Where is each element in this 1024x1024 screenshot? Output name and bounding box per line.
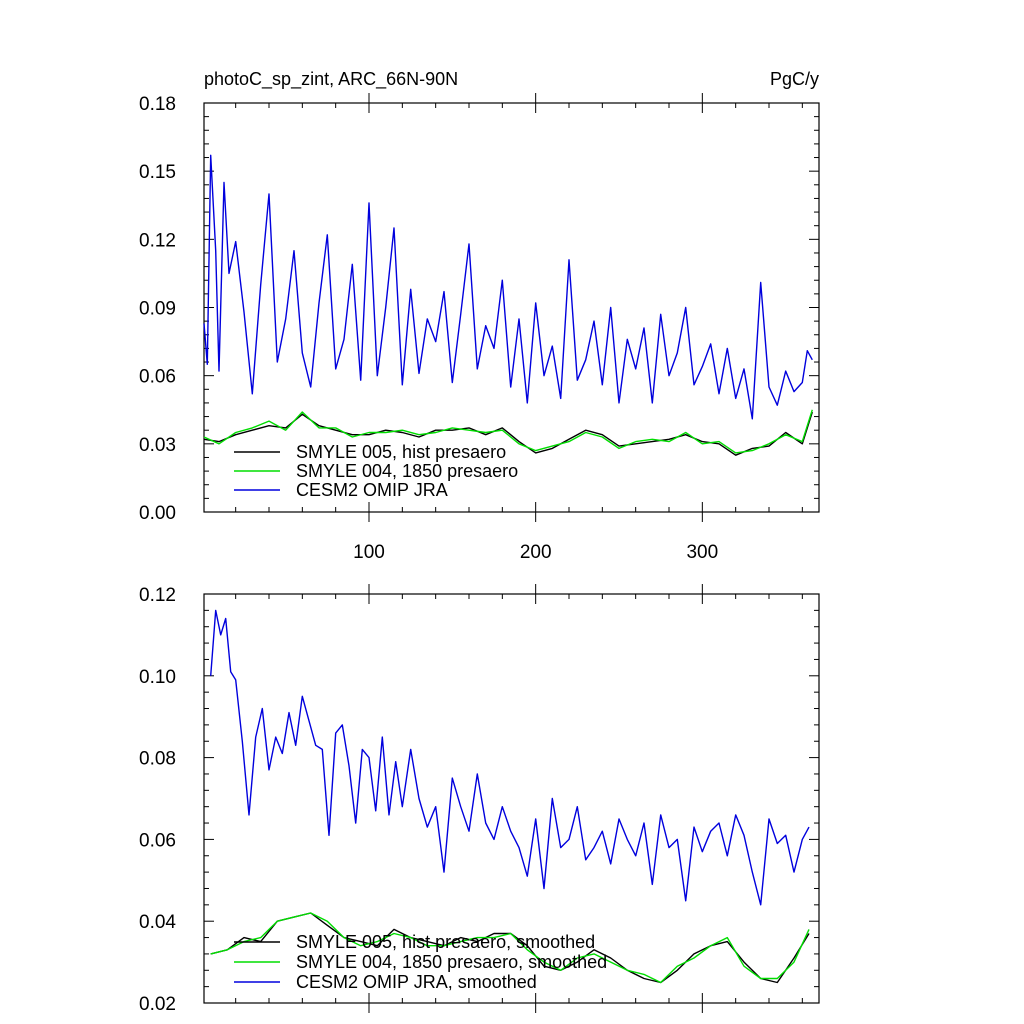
top-ytick-label: 0.09 <box>139 299 176 320</box>
bottom-x-axis <box>235 584 803 1013</box>
top-ytick-label: 0.00 <box>139 503 176 524</box>
top-legend-label-0: SMYLE 005, hist presaero <box>296 442 506 462</box>
bottom-legend-label-0: SMYLE 005, hist presaero, smoothed <box>296 932 595 952</box>
bottom-ytick-label: 0.04 <box>139 912 176 933</box>
top-ytick-label: 0.03 <box>139 435 176 456</box>
bottom-legend: SMYLE 005, hist presaero, smoothedSMYLE … <box>234 932 607 992</box>
bottom-ytick-label: 0.02 <box>139 994 176 1015</box>
top-legend-label-1: SMYLE 004, 1850 presaero <box>296 461 518 481</box>
bottom-ytick-label: 0.10 <box>139 667 176 688</box>
top-ytick-label: 0.18 <box>139 94 176 115</box>
bottom-y-axis: 0.02 0.04 0.06 0.08 0.10 0.12 <box>139 585 819 1015</box>
top-ytick-label: 0.12 <box>139 230 176 251</box>
top-series-line-0 <box>203 411 813 456</box>
top-ytick-label: 0.06 <box>139 367 176 388</box>
top-xtick-label: 100 <box>353 542 385 563</box>
top-series-lines <box>203 154 813 456</box>
bottom-series-line-2 <box>210 609 810 906</box>
bottom-ytick-label: 0.12 <box>139 585 176 606</box>
top-panel: photoC_sp_zint, ARC_66N-90N PgC/y 0.000.… <box>139 69 820 563</box>
bottom-series-lines <box>210 609 810 984</box>
top-series-line-1 <box>203 409 813 454</box>
bottom-legend-label-1: SMYLE 004, 1850 presaero, smoothed <box>296 952 607 972</box>
top-legend-label-2: CESM2 OMIP JRA <box>296 480 448 500</box>
top-series-line-2 <box>203 154 813 420</box>
bottom-plot-frame <box>203 593 820 1004</box>
bottom-panel: 0.02 0.04 0.06 0.08 0.10 0.12 SMYLE 005, hist… <box>139 584 820 1015</box>
bottom-legend-label-2: CESM2 OMIP JRA, smoothed <box>296 972 537 992</box>
bottom-ytick-label: 0.08 <box>139 749 176 770</box>
bottom-series-line-1 <box>210 912 810 984</box>
top-ytick-label: 0.15 <box>139 162 176 183</box>
top-xtick-label: 300 <box>686 542 718 563</box>
top-x-axis: 100 200 300 <box>235 93 803 563</box>
top-y-axis: 0.00 0.03 0.06 0.09 0.12 0.15 0.18 <box>139 94 819 524</box>
top-chart-title: photoC_sp_zint, ARC_66N-90N <box>204 69 458 90</box>
top-chart-units: PgC/y <box>770 69 819 89</box>
top-xtick-label: 200 <box>520 542 552 563</box>
bottom-ytick-label: 0.06 <box>139 830 176 851</box>
